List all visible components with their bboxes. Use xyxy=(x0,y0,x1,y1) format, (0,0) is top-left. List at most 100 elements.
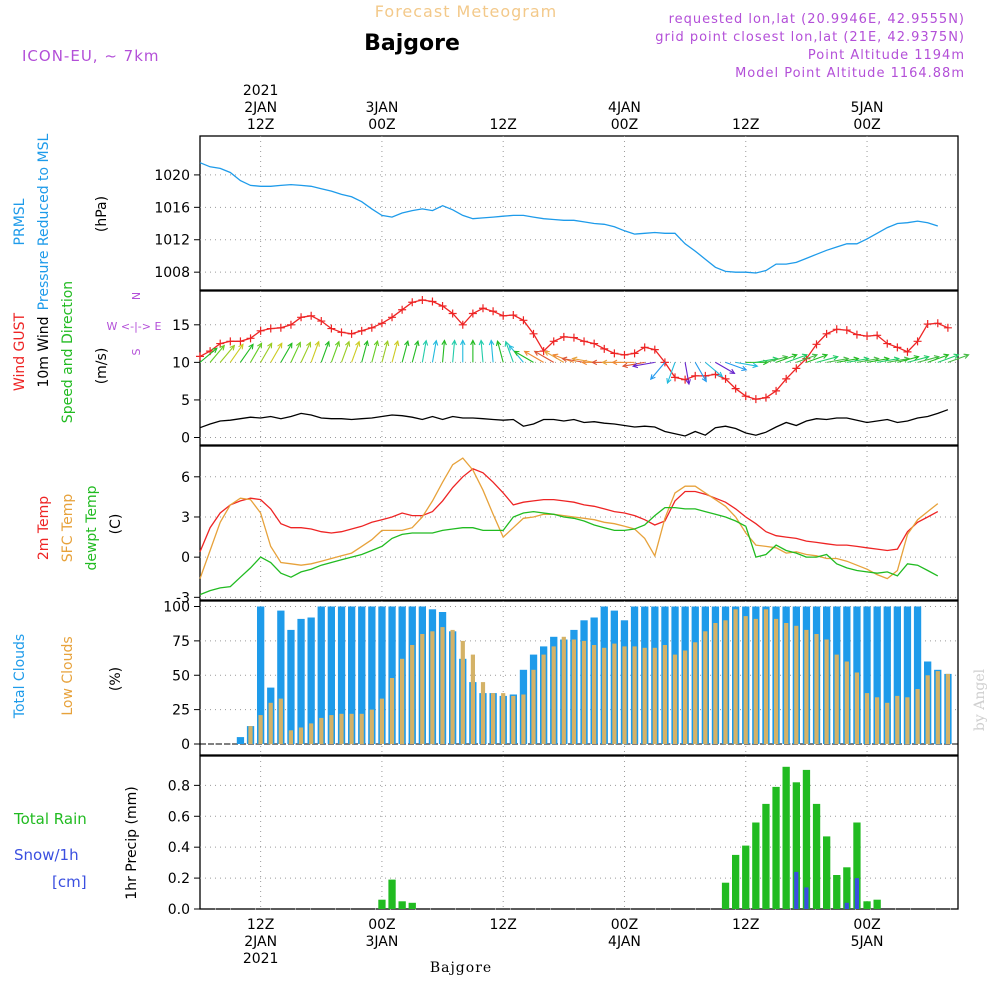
clouds-frame xyxy=(199,600,959,756)
faint-chart-title: Forecast Meteogram xyxy=(375,2,557,21)
gust-point-marker xyxy=(236,337,245,346)
wind-direction-arrow xyxy=(927,354,949,363)
gust-point-marker xyxy=(317,317,326,326)
wind-direction-arrow xyxy=(785,354,808,363)
wind-direction-arrow xyxy=(290,342,301,363)
clouds-low-clouds-bar xyxy=(693,642,698,745)
precipitation-snow-1h-bar xyxy=(794,871,799,909)
panels-layer: 1008 1012 1016 1020 (hPa) PRMSL Pressure Reduc… xyxy=(12,133,970,918)
wind-direction-arrowhead xyxy=(561,356,568,362)
temperature-y-tick-label: 0 xyxy=(181,550,190,566)
gust-point-marker xyxy=(842,326,851,335)
clouds-y-tick-label: 50 xyxy=(172,668,190,684)
gust-point-marker xyxy=(691,371,700,380)
wind-y-axis-label: (m/s) xyxy=(94,348,110,385)
wind-direction-arrowhead xyxy=(601,359,608,366)
precipitation-total-rain-bar xyxy=(378,899,386,909)
wind-direction-arrowhead xyxy=(229,344,236,351)
gust-point-marker xyxy=(347,329,356,338)
wind-direction-arrowhead xyxy=(772,356,779,362)
gust-point-marker xyxy=(863,332,872,341)
author-credit: by Angel xyxy=(972,668,988,731)
bottom-time-axis-label: 12Z xyxy=(732,917,759,933)
clouds-low-clouds-bar xyxy=(400,658,405,745)
top-time-axis-label: 3JAN xyxy=(365,100,398,116)
wind-direction-arrowhead xyxy=(903,356,911,362)
bottom-time-axis-label: 00Z xyxy=(853,917,880,933)
clouds-total-clouds-bar xyxy=(873,606,881,744)
clouds-y-tick-label: 25 xyxy=(172,703,190,719)
wind-direction-arrowhead xyxy=(631,362,639,369)
clouds-low-clouds-bar xyxy=(895,695,900,744)
wind-direction-arrow xyxy=(725,361,747,371)
bottom-time-axis-label: 3JAN xyxy=(365,934,398,950)
wind-direction-arrow xyxy=(442,340,446,363)
precipitation-legend-label: Total Rain xyxy=(13,810,87,828)
gust-point-marker xyxy=(307,311,316,320)
clouds-low-clouds-bar xyxy=(298,727,304,744)
precipitation-total-rain-bar xyxy=(853,822,861,909)
wind-direction-arrowhead xyxy=(701,376,707,383)
precipitation-total-rain-bar xyxy=(388,879,396,909)
gust-point-marker xyxy=(913,337,922,346)
clouds-low-clouds-bar xyxy=(430,631,435,745)
wind-direction-arrow xyxy=(715,361,735,374)
wind-direction-arrow xyxy=(907,356,929,363)
gust-point-marker xyxy=(418,296,427,305)
wind-direction-arrowhead xyxy=(295,341,301,348)
wind-direction-arrow xyxy=(887,358,910,363)
precipitation-total-rain-bar xyxy=(823,836,831,909)
clouds-low-clouds-bar xyxy=(501,693,506,744)
precipitation-y-tick-label: 0.8 xyxy=(168,778,190,794)
gust-point-marker xyxy=(256,326,265,335)
wind-direction-arrow xyxy=(505,341,514,363)
gust-point-marker xyxy=(782,374,791,383)
precipitation-panel: 0.0 0.2 0.4 0.6 0.8 1hr Precip (mm) Total Rain… xyxy=(13,755,959,918)
clouds-low-clouds-bar xyxy=(581,640,587,744)
clouds-total-clouds-bar xyxy=(368,606,376,744)
wind-direction-arrowhead xyxy=(552,353,559,359)
clouds-low-clouds-bar xyxy=(460,640,465,744)
precipitation-y-axis-label: 1hr Precip (mm) xyxy=(124,786,140,899)
gust-point-marker xyxy=(438,302,447,311)
clouds-total-clouds-bar xyxy=(358,606,366,744)
wind-direction-arrowhead xyxy=(267,342,273,349)
wind-direction-arrowhead xyxy=(953,353,960,359)
wind-direction-arrowhead xyxy=(393,339,400,347)
wind-direction-arrowhead xyxy=(470,339,476,346)
wind-direction-arrowhead xyxy=(801,353,808,359)
clouds-low-clouds-bar xyxy=(329,715,334,744)
gust-point-marker xyxy=(468,309,477,318)
gust-point-marker xyxy=(580,337,589,346)
wind-y-tick-label: 10 xyxy=(172,355,190,371)
clouds-low-clouds-bar xyxy=(784,623,789,744)
gust-point-marker xyxy=(529,329,538,338)
wind-direction-arrowhead xyxy=(383,339,390,347)
clouds-low-clouds-bar xyxy=(723,620,728,745)
wind-direction-arrow xyxy=(300,342,311,363)
clouds-panel: 0 25 50 75 100 (%) Total Clouds Low Clouds xyxy=(12,600,959,756)
wind-direction-arrowhead xyxy=(717,371,724,378)
clouds-low-clouds-bar xyxy=(531,669,536,745)
wind-direction-arrow xyxy=(666,362,676,384)
gust-point-marker xyxy=(569,333,578,342)
clouds-total-clouds-bar xyxy=(236,737,245,744)
top-time-axis-label: 12Z xyxy=(732,117,759,133)
wind-direction-arrow xyxy=(361,340,368,363)
wind-direction-arrow xyxy=(260,343,273,363)
gust-point-marker xyxy=(731,384,740,393)
wind-direction-arrow xyxy=(239,344,254,363)
top-time-axis-label: 00Z xyxy=(853,117,880,133)
wind-direction-arrow xyxy=(401,340,409,363)
clouds-low-clouds-bar xyxy=(268,702,273,745)
wind-direction-arrow xyxy=(340,341,350,363)
clouds-low-clouds-bar xyxy=(571,639,576,744)
grid-point-coordinates: grid point closest lon,lat (21E, 42.9375… xyxy=(655,30,965,45)
gust-point-marker xyxy=(660,358,669,367)
precipitation-legend-label: Snow/1h xyxy=(14,846,79,864)
clouds-low-clouds-bar xyxy=(440,627,445,744)
bottom-time-axis-label: 2021 xyxy=(243,951,279,967)
wind-direction-arrowhead xyxy=(504,340,510,347)
wind-direction-arrowhead xyxy=(571,356,578,362)
gust-point-marker xyxy=(590,339,599,348)
